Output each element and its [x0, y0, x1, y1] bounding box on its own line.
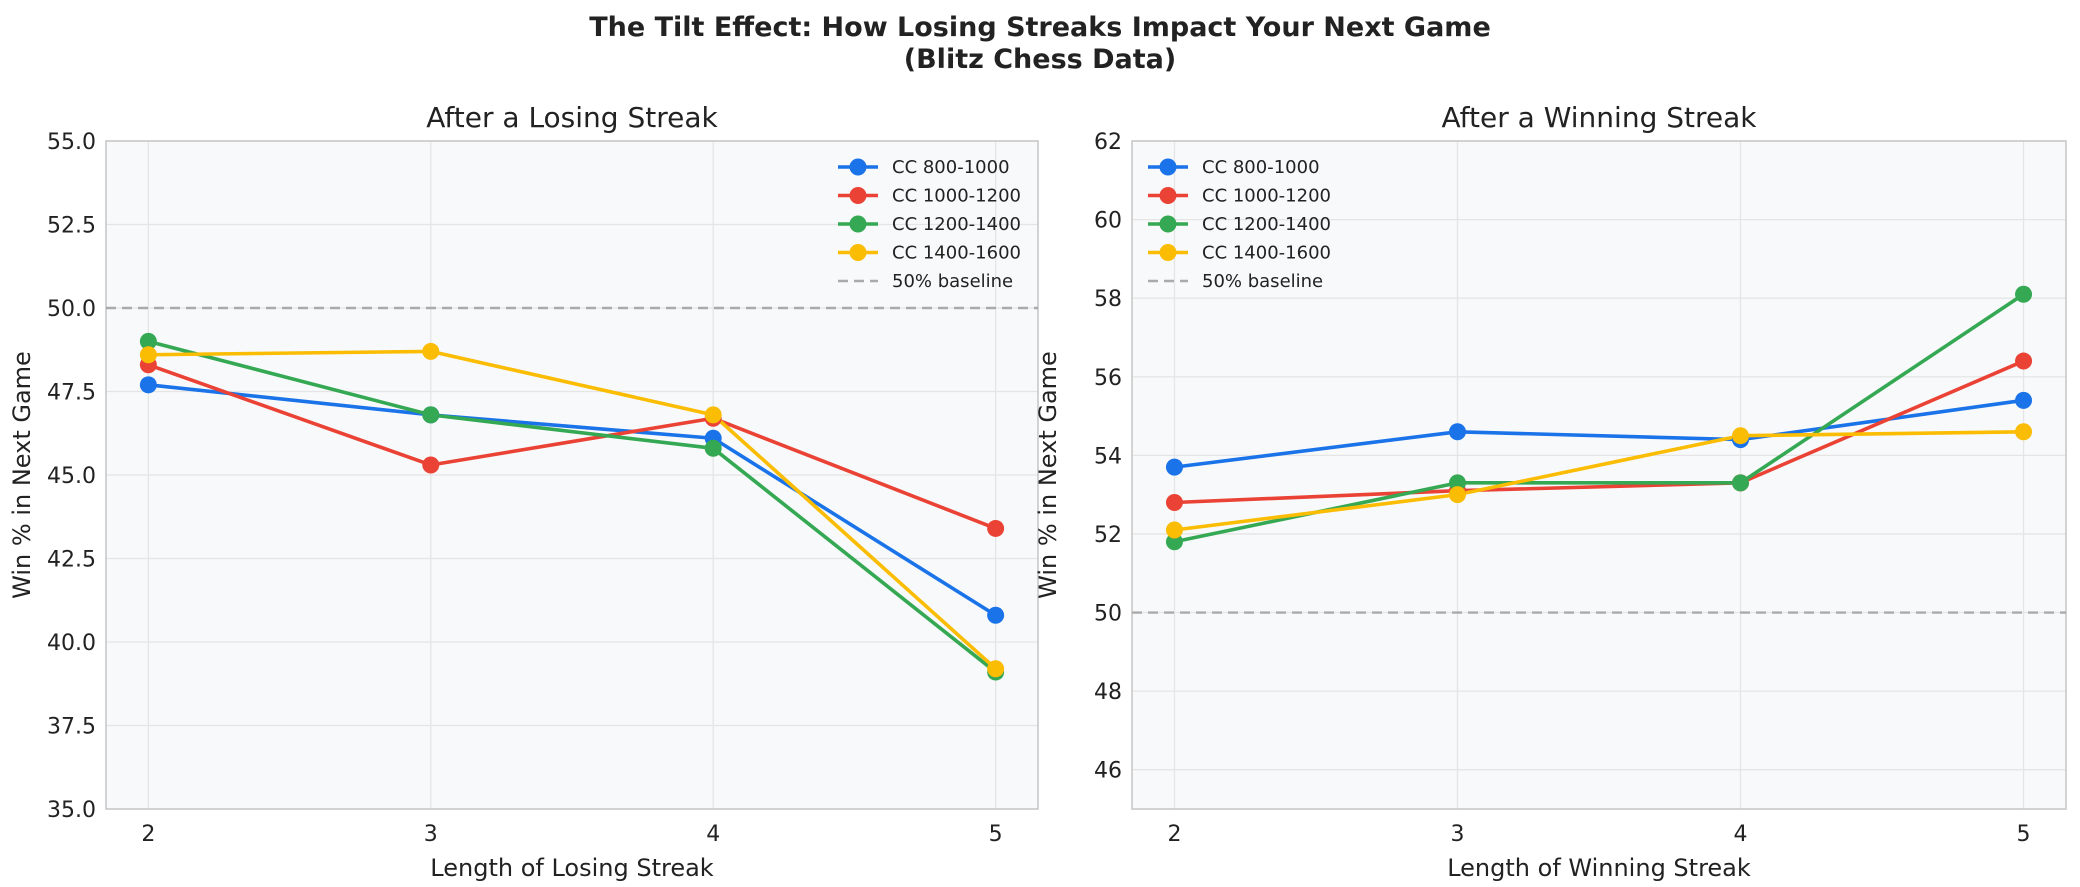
y-tick-label: 40.0 [47, 631, 96, 656]
data-point [987, 519, 1005, 537]
x-axis-label: Length of Losing Streak [430, 854, 714, 882]
data-point [1165, 521, 1183, 539]
legend-label: CC 800-1000 [1202, 157, 1320, 178]
y-tick-label: 56 [1094, 366, 1122, 391]
plot-area [1132, 141, 2066, 809]
y-tick-label: 35.0 [47, 798, 96, 823]
data-point [2015, 285, 2033, 303]
data-point [1448, 486, 1466, 504]
series-line-2 [147, 339, 997, 674]
x-tick-label: 5 [2017, 822, 2031, 847]
legend-label: CC 1000-1200 [892, 186, 1021, 207]
legend-swatch-marker [1159, 244, 1177, 261]
legend-label: 50% baseline [1202, 271, 1323, 292]
y-tick-label: 46 [1094, 759, 1122, 784]
figure-title-line1: The Tilt Effect: How Losing Streaks Impa… [589, 12, 1491, 43]
data-point [2015, 352, 2033, 370]
data-point [704, 406, 722, 424]
x-tick-label: 3 [1450, 822, 1464, 847]
y-tick-label: 42.5 [47, 548, 96, 573]
x-tick-label: 4 [1734, 822, 1748, 847]
figure-title-line2: (Blitz Chess Data) [904, 44, 1176, 75]
series-line-0 [148, 383, 997, 617]
data-point [704, 439, 722, 457]
x-tick-label: 2 [141, 822, 155, 847]
data-point [987, 606, 1005, 624]
y-tick-label: 58 [1094, 287, 1122, 312]
data-point [1448, 423, 1466, 441]
y-tick-label: 50 [1094, 602, 1122, 627]
plot-frame [105, 140, 1039, 810]
y-tick-label: 54 [1094, 444, 1122, 469]
series-line-1 [147, 363, 997, 531]
data-point [2015, 391, 2033, 409]
data-point [139, 332, 157, 350]
y-axis-label: Win % in Next Game [8, 351, 36, 599]
panel-title: After a Winning Streak [1442, 101, 1758, 134]
data-point [1165, 494, 1183, 512]
data-point [1165, 533, 1183, 551]
legend-label: 50% baseline [892, 271, 1013, 292]
y-tick-label: 52 [1094, 523, 1122, 548]
data-point [1165, 458, 1183, 476]
y-tick-label: 45.0 [47, 464, 96, 489]
legend-label: CC 1200-1400 [1202, 214, 1331, 235]
series-line-1 [1174, 359, 2025, 505]
legend-label: CC 1200-1400 [892, 214, 1021, 235]
legend-label: CC 800-1000 [892, 157, 1010, 178]
winning-streak-panel: 46 48 50 52 54 56 58 60 62 2 3 4 5 After a Winning St… [1034, 101, 2067, 882]
legend-swatch-marker [849, 244, 867, 261]
y-tick-label: 60 [1094, 209, 1122, 234]
y-tick-label: 52.5 [47, 214, 96, 239]
data-point [422, 456, 440, 474]
data-point [987, 660, 1005, 678]
y-tick-label: 62 [1094, 130, 1122, 155]
legend-label: CC 1400-1600 [892, 243, 1021, 264]
legend-swatch-marker [849, 187, 867, 204]
x-axis-label: Length of Winning Streak [1447, 854, 1751, 882]
plot-frame [1131, 140, 2067, 810]
legend-swatch-marker [1159, 187, 1177, 204]
series-line-3 [148, 349, 997, 671]
legend-swatch-marker [849, 215, 867, 233]
legend-label: CC 1000-1200 [1202, 186, 1331, 207]
series-line-3 [1174, 429, 2024, 532]
data-point [1732, 427, 1750, 445]
data-point [139, 376, 157, 394]
data-point [2015, 423, 2033, 441]
data-point [1732, 474, 1750, 492]
x-tick-label: 2 [1167, 822, 1181, 847]
losing-streak-panel: 35.0 37.5 40.0 42.5 45.0 47.5 50.0 52.5 55.0 2 3 4 5… [8, 101, 1039, 882]
data-point [139, 346, 157, 364]
y-tick-label: 55.0 [47, 130, 96, 155]
y-tick-label: 37.5 [47, 715, 96, 740]
y-tick-label: 50.0 [47, 297, 96, 322]
legend-label: CC 1400-1600 [1202, 243, 1331, 264]
data-point [1448, 474, 1466, 492]
legend-swatch-marker [1159, 158, 1177, 176]
panel-title: After a Losing Streak [426, 101, 718, 134]
x-tick-label: 3 [424, 822, 438, 847]
x-tick-label: 5 [989, 822, 1003, 847]
legend-swatch-marker [849, 158, 867, 176]
series-line-0 [1174, 398, 2024, 469]
y-tick-label: 48 [1094, 680, 1122, 705]
legend-swatch-marker [1159, 215, 1177, 233]
x-tick-label: 4 [706, 822, 720, 847]
y-tick-label: 47.5 [47, 381, 96, 406]
data-point [422, 342, 440, 360]
data-point [422, 406, 440, 424]
y-axis-label: Win % in Next Game [1034, 351, 1062, 599]
